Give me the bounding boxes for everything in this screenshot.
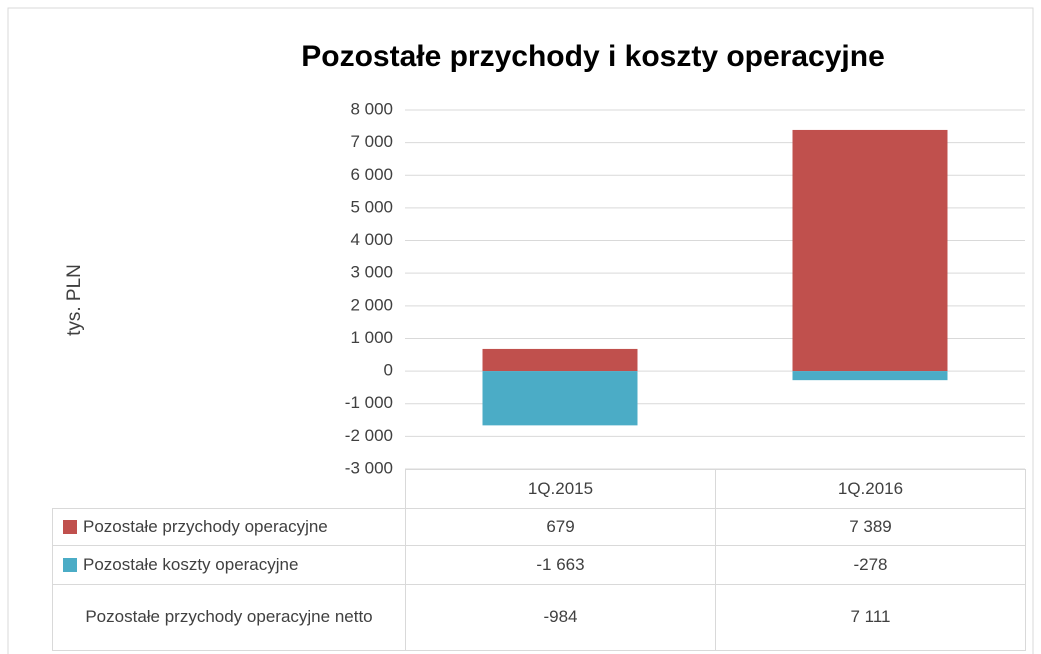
bar <box>482 348 638 372</box>
legend-label: Pozostałe przychody operacyjne <box>83 516 328 536</box>
bar <box>792 129 948 372</box>
legend-key <box>63 558 77 572</box>
y-tick-label: 1 000 <box>350 328 393 347</box>
table-row-label: Pozostałe koszty operacyjne <box>52 545 406 585</box>
table-header-cell: 1Q.2016 <box>715 469 1026 509</box>
chart-title: Pozostałe przychody i koszty operacyjne <box>301 40 885 73</box>
bar <box>792 371 948 381</box>
table-value-cell: 679 <box>405 508 716 546</box>
y-tick-label: 5 000 <box>350 197 393 216</box>
y-tick-label: 0 <box>384 361 393 380</box>
y-axis-label: tys. PLN <box>64 264 85 336</box>
y-tick-label: 3 000 <box>350 263 393 282</box>
y-tick-label: -3 000 <box>345 458 393 477</box>
y-tick-label: 7 000 <box>350 132 393 151</box>
table-value-cell: -278 <box>715 545 1026 585</box>
y-tick-label: 6 000 <box>350 165 393 184</box>
legend-label: Pozostałe koszty operacyjne <box>83 554 299 574</box>
y-tick-label: 2 000 <box>350 295 393 314</box>
legend-key <box>63 520 77 534</box>
y-tick-label: 4 000 <box>350 230 393 249</box>
table-value-cell: 7 111 <box>715 584 1026 651</box>
table-value-cell: 7 389 <box>715 508 1026 546</box>
legend-label: Pozostałe przychody operacyjne netto <box>85 607 373 627</box>
y-tick-label: -1 000 <box>345 393 393 412</box>
y-tick-label: 8 000 <box>350 99 393 118</box>
bar <box>482 371 638 426</box>
table-value-cell: -984 <box>405 584 716 651</box>
chart-frame <box>7 7 1034 654</box>
y-tick-label: -2 000 <box>345 426 393 445</box>
table-value-cell: -1 663 <box>405 545 716 585</box>
table-row-label: Pozostałe przychody operacyjne netto <box>52 584 406 651</box>
table-row-label: Pozostałe przychody operacyjne <box>52 508 406 546</box>
table-header-cell: 1Q.2015 <box>405 469 716 509</box>
